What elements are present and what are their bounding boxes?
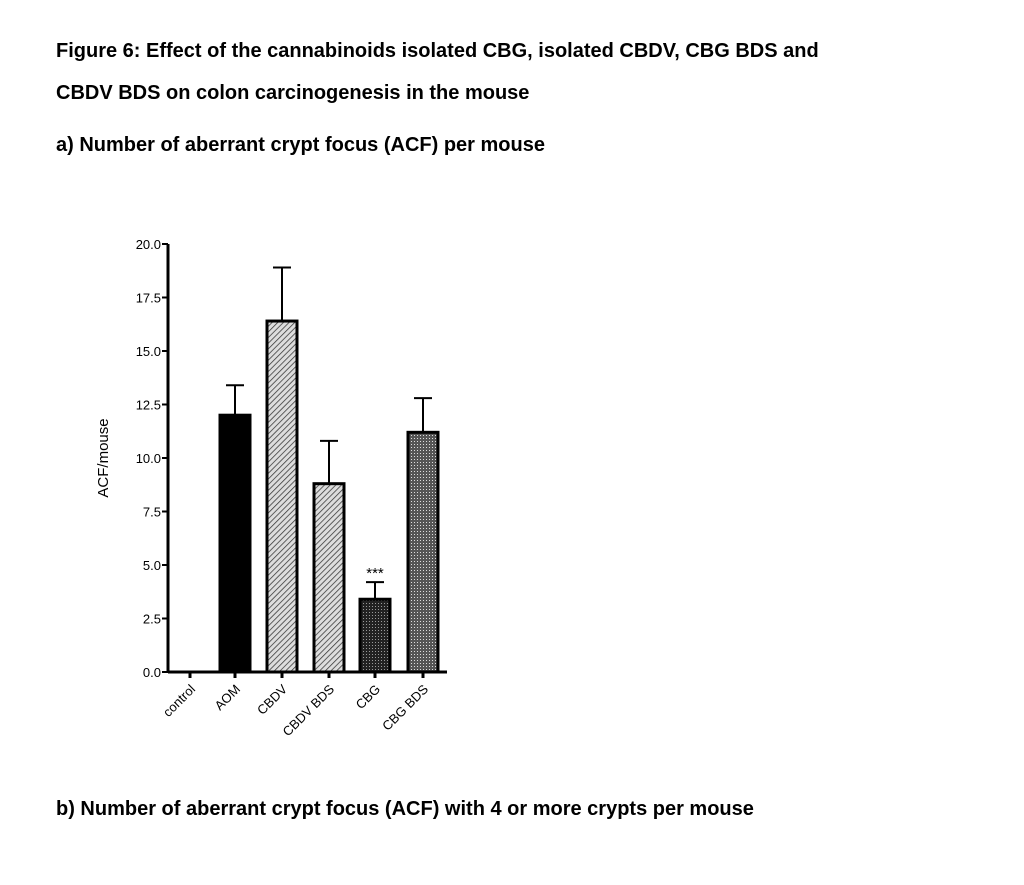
y-tick-label: 15.0 [136,344,161,359]
y-tick-label: 10.0 [136,451,161,466]
figure-title-line-1: Figure 6: Effect of the cannabinoids iso… [56,40,819,62]
x-tick-label: CBDV BDS [280,681,338,739]
bar-cbdv-bds [312,482,346,674]
y-tick-label: 5.0 [143,558,161,573]
y-tick-label: 2.5 [143,612,161,627]
x-tick-label: CBG [353,682,384,713]
significance-annotation: *** [366,565,384,582]
y-tick-label: 20.0 [136,237,161,252]
panel-a-heading: a) Number of aberrant crypt focus (ACF) … [56,134,545,156]
y-axis-label: ACF/mouse [95,418,112,497]
panel-b-heading: b) Number of aberrant crypt focus (ACF) … [56,798,754,820]
y-tick-label: 17.5 [136,291,161,306]
bar-cbdv [265,319,299,674]
x-tick-label: CBG BDS [379,681,431,733]
bar-cbg-bds [406,430,440,674]
x-tick-label: CBDV [254,681,290,717]
x-tick-label: control [160,681,198,719]
bar-cbg [358,597,392,674]
y-tick-label: 7.5 [143,505,161,520]
y-tick-label: 0.0 [143,665,161,680]
figure-title-line-2: CBDV BDS on colon carcinogenesis in the … [56,82,530,104]
bar-aom [218,413,252,674]
y-tick-label: 12.5 [136,398,161,413]
x-tick-label: AOM [212,682,244,714]
